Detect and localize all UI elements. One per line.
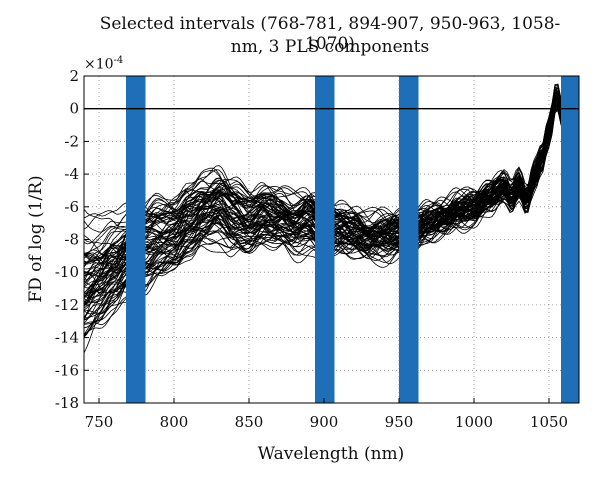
x-tick-label: 750 [85,413,114,431]
y-tick-label: 0 [69,100,79,118]
interval-band [126,76,146,403]
y-tick-label: -12 [55,296,79,314]
y-scale-base: ×10 [84,56,114,73]
x-tick-label: 1000 [455,413,493,431]
y-scale-factor: ×10-4 [84,55,123,73]
y-tick-label: 2 [69,67,79,85]
y-tick-label: -8 [64,231,79,249]
x-tick-label: 1050 [530,413,568,431]
y-tick-label: -2 [64,132,79,150]
x-axis-label: Wavelength (nm) [258,444,405,464]
y-tick-label: -16 [55,361,79,379]
y-tick-label: -14 [55,329,79,347]
x-tick-label: 900 [310,413,339,431]
interval-band [315,76,335,403]
y-tick-label: -18 [55,394,79,412]
y-axis-ticks: 2 0 -2 -4 -6 -8 -10 -12 -14 -16 -18 [55,67,89,412]
x-axis-ticks: 750 800 850 900 950 1000 1050 [85,398,568,431]
interval-band [399,76,419,403]
chart-title-line-2: nm, 3 PLS components [230,37,430,57]
x-tick-label: 950 [385,413,414,431]
interval-band [561,76,579,403]
y-tick-label: -10 [55,263,79,281]
y-axis-label: FD of log (1/R) [26,175,46,302]
y-tick-label: -6 [64,198,79,216]
y-tick-label: -4 [64,165,79,183]
y-scale-exponent: -4 [113,55,124,66]
x-tick-label: 800 [160,413,189,431]
chart-title-line-1: Selected intervals (768-781, 894-907, 95… [99,14,561,54]
x-tick-label: 850 [235,413,264,431]
selected-intervals [126,76,579,403]
